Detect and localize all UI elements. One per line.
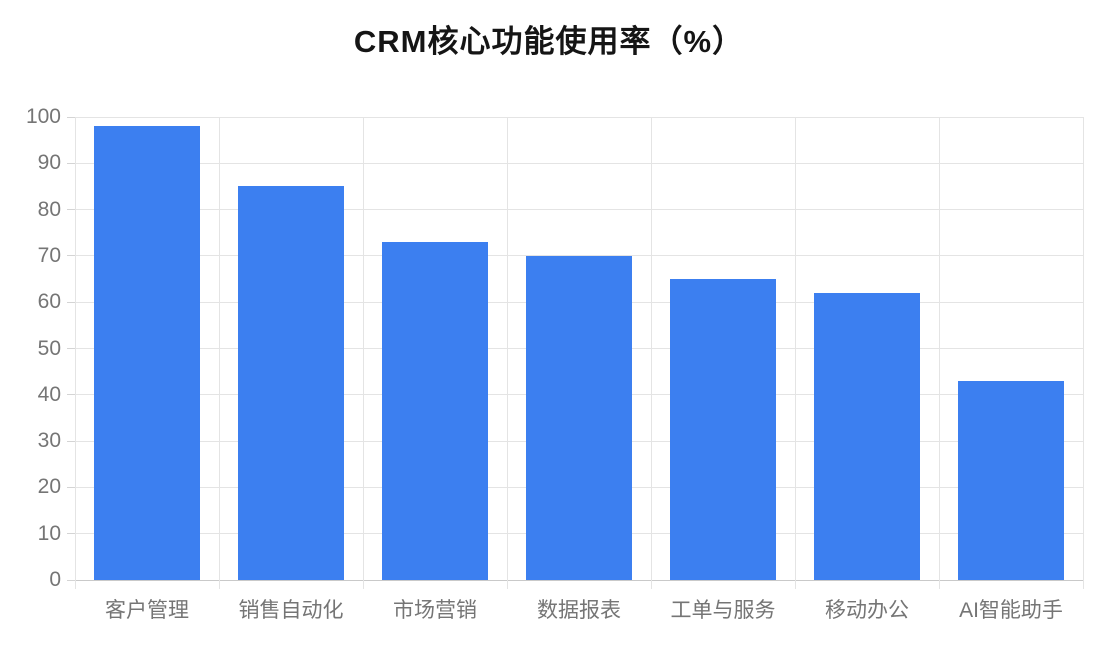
y-axis-tick: [67, 255, 75, 257]
y-axis-tick: [67, 440, 75, 442]
bar: [958, 380, 1064, 580]
y-axis-tick: [67, 162, 75, 164]
x-axis-label: 数据报表: [537, 599, 621, 622]
x-gridline: [1082, 117, 1084, 589]
y-axis-label: 40: [37, 382, 61, 406]
x-axis-label: 客户管理: [105, 599, 189, 622]
x-gridline: [650, 117, 652, 589]
bar: [238, 186, 344, 580]
chart-title: CRM核心功能使用率（%）: [353, 24, 745, 59]
y-axis-label: 20: [37, 475, 61, 499]
y-axis-label: 70: [37, 243, 61, 267]
x-gridline: [938, 117, 940, 589]
y-axis-label: 100: [25, 105, 61, 128]
y-axis-label: 90: [37, 151, 61, 175]
bar: [670, 279, 776, 580]
y-axis-label: 30: [37, 429, 61, 453]
y-axis-label: 60: [37, 290, 61, 314]
y-axis-tick: [67, 348, 75, 349]
y-axis-label: 80: [37, 197, 61, 221]
x-axis-label: 移动办公: [825, 599, 909, 622]
y-gridline: [75, 162, 1083, 164]
y-axis-tick: [67, 394, 75, 396]
y-axis-tick: [67, 579, 75, 581]
y-gridline: [75, 209, 1083, 211]
y-axis-label: 0: [49, 568, 61, 591]
bar: [382, 242, 488, 580]
bar: [814, 292, 920, 580]
y-axis-tick: [67, 533, 75, 535]
y-gridline: [75, 116, 1083, 118]
x-gridline: [794, 117, 796, 589]
bar: [526, 255, 632, 580]
x-axis-label: 市场营销: [393, 599, 477, 622]
y-axis-label: 50: [37, 336, 61, 360]
y-axis-label: 10: [37, 521, 61, 545]
y-axis-tick: [67, 301, 75, 303]
y-gridline: [75, 579, 1083, 581]
y-axis-tick: [67, 486, 75, 488]
x-gridline: [218, 117, 220, 589]
bar: [94, 126, 200, 580]
y-axis-tick: [67, 209, 75, 211]
x-axis-label: 工单与服务: [670, 599, 776, 622]
x-gridline: [362, 117, 364, 589]
x-gridline: [506, 117, 508, 589]
x-axis-label: AI智能助手: [959, 599, 1063, 622]
x-axis-label: 销售自动化: [238, 599, 344, 622]
x-gridline: [74, 117, 76, 589]
y-axis-tick: [67, 116, 75, 118]
